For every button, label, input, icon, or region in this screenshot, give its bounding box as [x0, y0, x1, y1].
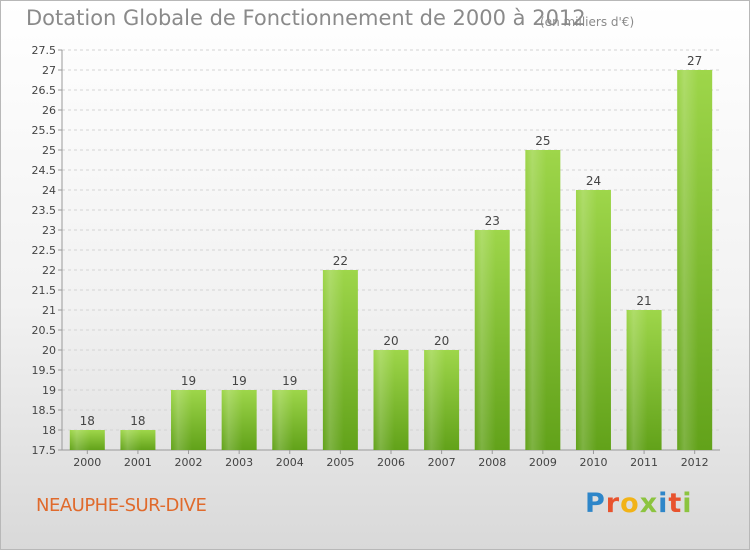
- y-tick-label: 23.5: [32, 204, 57, 217]
- y-tick-label: 17.5: [32, 444, 57, 457]
- y-tick-label: 26.5: [32, 84, 57, 97]
- bar-highlight: [322, 270, 358, 450]
- x-tick-label: 2006: [377, 456, 405, 469]
- bar-highlight: [272, 390, 308, 450]
- logo-letter: t: [668, 488, 683, 519]
- x-tick-label: 2011: [630, 456, 658, 469]
- y-tick-label: 21.5: [32, 284, 57, 297]
- y-tick-label: 19.5: [32, 364, 57, 377]
- proxiti-logo[interactable]: Proxiti: [585, 488, 693, 519]
- x-tick-label: 2003: [225, 456, 253, 469]
- y-tick-label: 18: [42, 424, 56, 437]
- data-label: 18: [130, 414, 145, 428]
- data-label: 22: [333, 254, 348, 268]
- data-label: 19: [282, 374, 297, 388]
- bar-highlight: [171, 390, 207, 450]
- bar-highlight: [120, 430, 156, 450]
- logo-letter: x: [639, 488, 659, 519]
- x-tick-label: 2000: [73, 456, 101, 469]
- y-tick-label: 19: [42, 384, 56, 397]
- data-label: 19: [181, 374, 196, 388]
- bar-highlight: [677, 70, 713, 450]
- data-label: 27: [687, 54, 702, 68]
- y-tick-label: 22.5: [32, 244, 57, 257]
- logo-letter: P: [585, 488, 606, 519]
- data-label: 20: [383, 334, 398, 348]
- y-tick-label: 22: [42, 264, 56, 277]
- x-tick-label: 2010: [579, 456, 607, 469]
- data-label: 18: [80, 414, 95, 428]
- y-tick-label: 24: [42, 184, 56, 197]
- y-tick-label: 27.5: [32, 44, 57, 57]
- bar-highlight: [525, 150, 561, 450]
- chart-title: Dotation Globale de Fonctionnement de 20…: [26, 6, 586, 30]
- y-tick-label: 27: [42, 64, 56, 77]
- y-tick-label: 25: [42, 144, 56, 157]
- bar-highlight: [575, 190, 611, 450]
- x-tick-label: 2002: [175, 456, 203, 469]
- logo-letter: o: [620, 488, 640, 519]
- x-tick-label: 2012: [681, 456, 709, 469]
- bar-highlight: [221, 390, 257, 450]
- logo-letter: i: [658, 488, 669, 519]
- data-label: 21: [636, 294, 651, 308]
- data-label: 25: [535, 134, 550, 148]
- data-label: 19: [232, 374, 247, 388]
- y-tick-label: 23: [42, 224, 56, 237]
- bar-highlight: [626, 310, 662, 450]
- data-label: 23: [485, 214, 500, 228]
- bar-highlight: [424, 350, 460, 450]
- x-tick-label: 2008: [478, 456, 506, 469]
- y-tick-label: 25.5: [32, 124, 57, 137]
- logo-letter: i: [682, 488, 693, 519]
- y-tick-label: 26: [42, 104, 56, 117]
- y-tick-label: 18.5: [32, 404, 57, 417]
- bar-highlight: [474, 230, 510, 450]
- bar-highlight: [373, 350, 409, 450]
- y-tick-label: 20: [42, 344, 56, 357]
- chart-subtitle: (en milliers d'€): [540, 15, 635, 29]
- x-tick-label: 2009: [529, 456, 557, 469]
- data-label: 20: [434, 334, 449, 348]
- y-tick-label: 21: [42, 304, 56, 317]
- commune-name: NEAUPHE-SUR-DIVE: [36, 495, 207, 516]
- x-tick-label: 2007: [428, 456, 456, 469]
- logo-letter: r: [605, 488, 621, 519]
- y-tick-label: 24.5: [32, 164, 57, 177]
- x-tick-label: 2004: [276, 456, 304, 469]
- data-label: 24: [586, 174, 601, 188]
- x-tick-label: 2001: [124, 456, 152, 469]
- bar-highlight: [69, 430, 105, 450]
- y-tick-label: 20.5: [32, 324, 57, 337]
- x-tick-label: 2005: [326, 456, 354, 469]
